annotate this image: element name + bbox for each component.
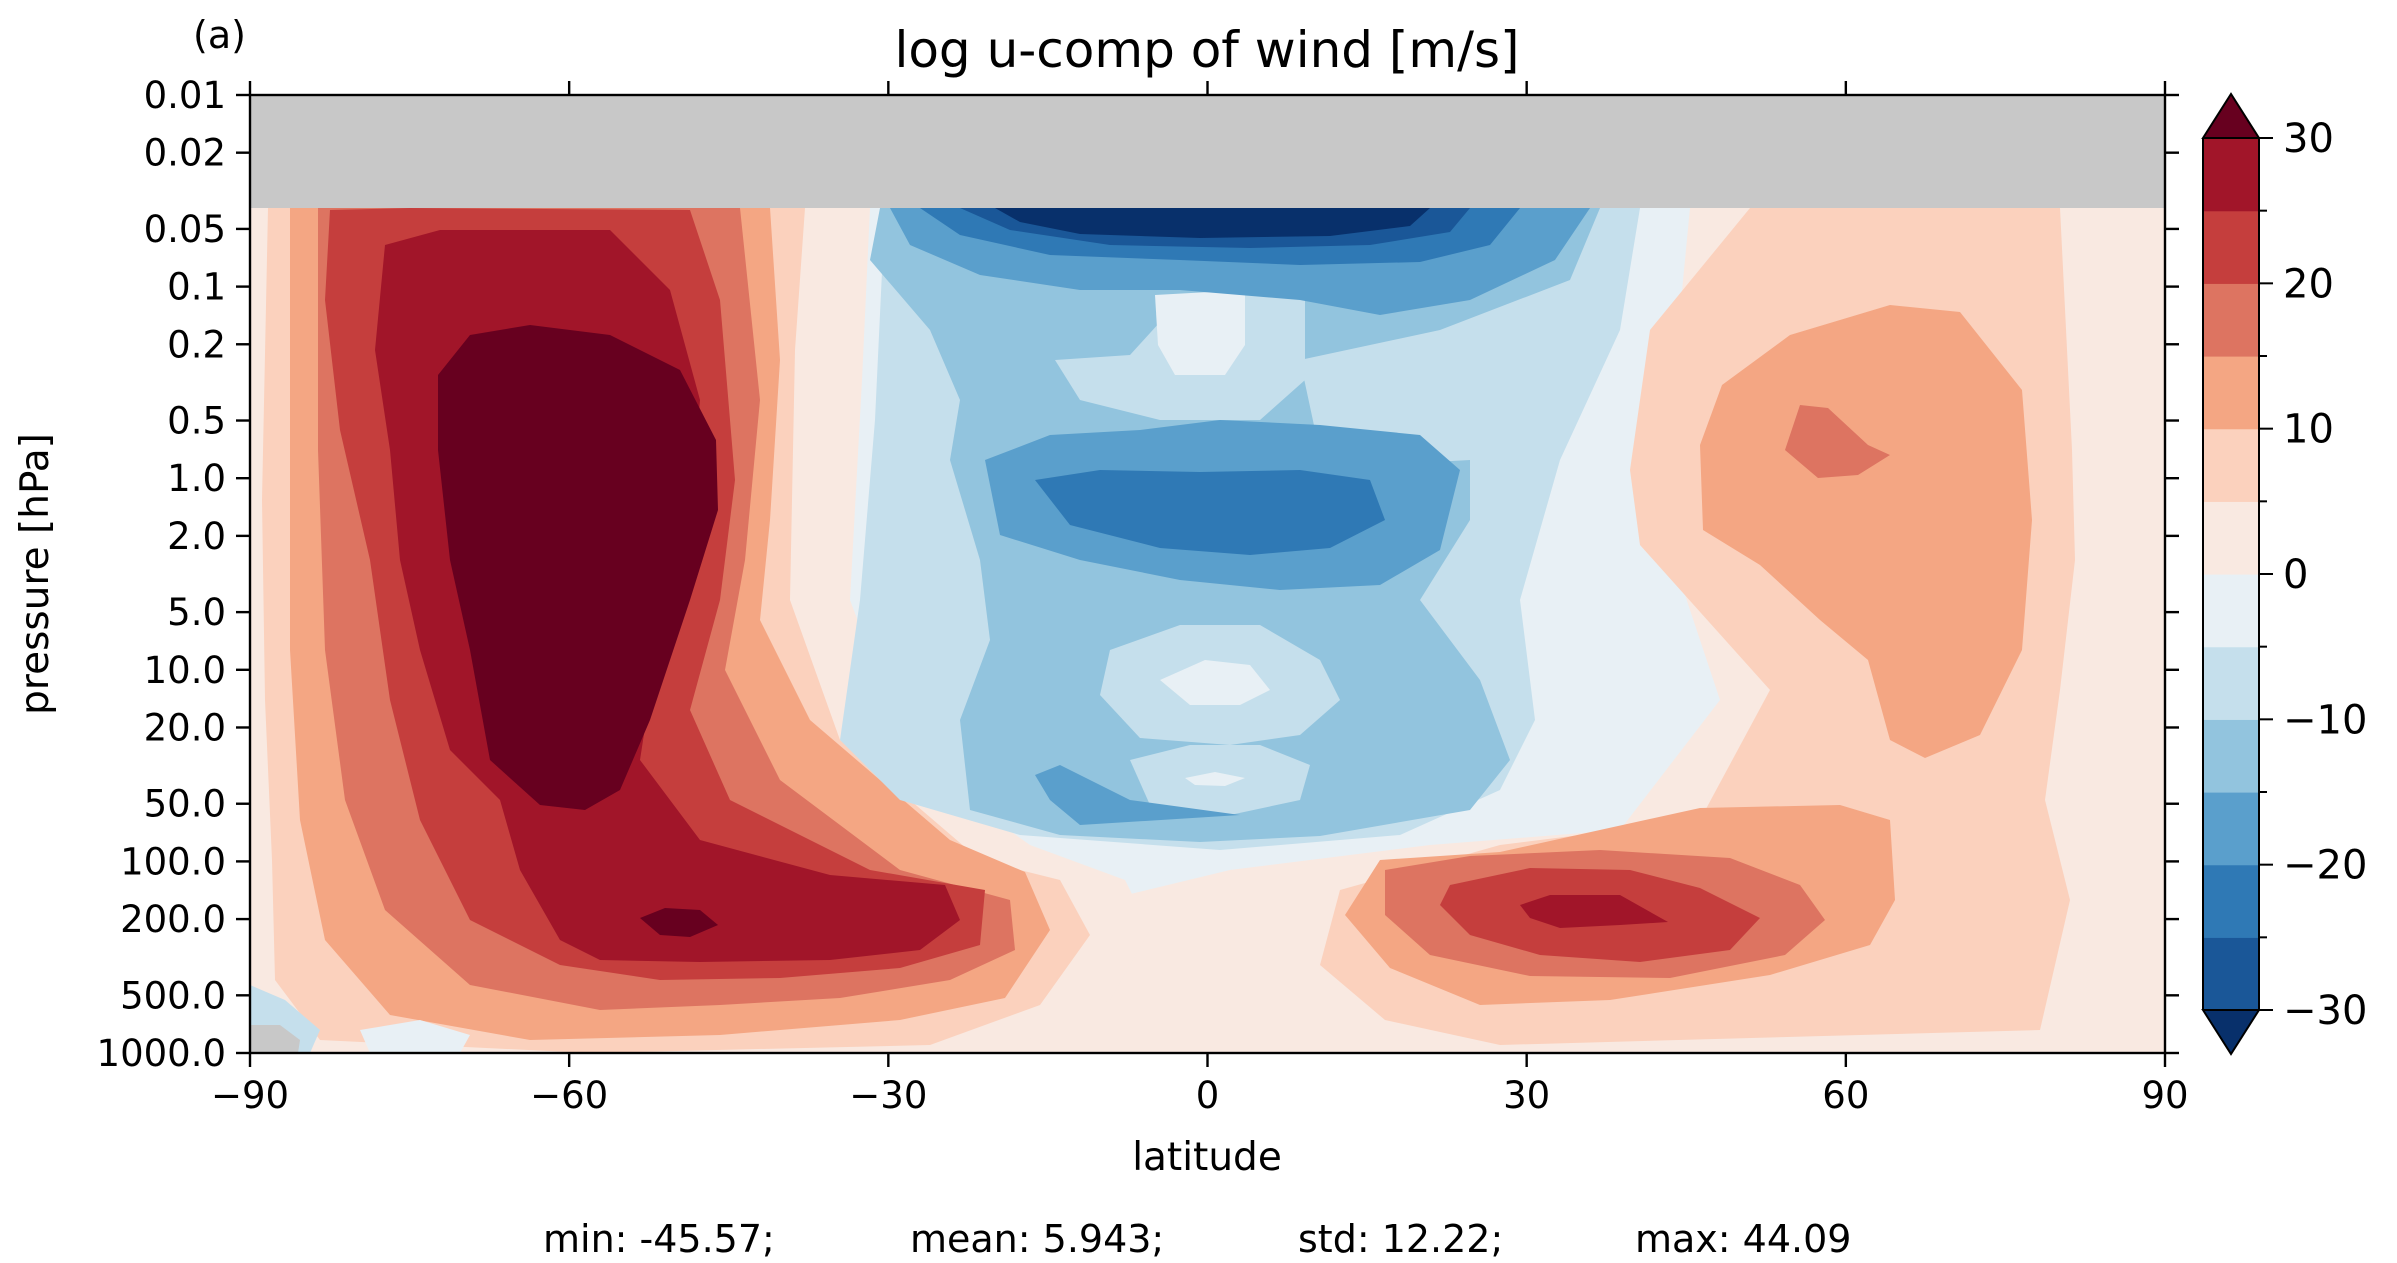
y-tick-label: 10.0 (144, 649, 226, 692)
colorbar-tick-label: −30 (2283, 988, 2367, 1034)
contour-e-m30-top (995, 208, 1430, 238)
colorbar-bin (2203, 501, 2259, 575)
colorbar-tick-label: −10 (2283, 697, 2367, 743)
y-axis: 0.01 0.02 0.05 0.1 0.2 0.5 1.0 2.0 5.0 10.0 20.0 50… (97, 74, 2179, 1075)
y-tick-label: 200.0 (120, 898, 226, 941)
colorbar-bin (2203, 792, 2259, 866)
contour-n-25-30-tropos (1520, 895, 1668, 928)
missing-data-band (250, 95, 2165, 208)
x-tick-label: 0 (1196, 1074, 1220, 1117)
y-tick-label: 20.0 (144, 706, 226, 749)
colorbar-tick-label: −20 (2283, 843, 2367, 889)
contour-e-lightest-stratos (1155, 290, 1245, 375)
x-tick-label: 90 (2141, 1074, 2188, 1117)
y-tick-label: 1.0 (167, 457, 226, 500)
y-tick-label: 1000.0 (97, 1032, 226, 1075)
colorbar-bin (2203, 356, 2259, 430)
y-axis-label: pressure [hPa] (13, 433, 58, 715)
colorbar-bin (2203, 428, 2259, 502)
colorbar: −30 −20 −10 0 10 20 30 (2201, 92, 2367, 1056)
missing-data-surface (250, 1025, 300, 1053)
y-tick-label: 100.0 (120, 840, 226, 883)
x-tick-label: −60 (530, 1074, 608, 1117)
colorbar-tick-label: 0 (2283, 552, 2308, 598)
colorbar-tick-label: 20 (2283, 261, 2334, 307)
x-axis: −90 −60 −30 0 30 60 90 (211, 81, 2189, 1117)
y-tick-label: 2.0 (167, 515, 226, 558)
y-tick-label: 0.05 (144, 208, 226, 251)
colorbar-extend-top (2201, 92, 2261, 139)
colorbar-tick-label: 30 (2283, 116, 2334, 162)
x-axis-label: latitude (1132, 1135, 1282, 1180)
colorbar-bin (2203, 283, 2259, 357)
colorbar-bin (2203, 210, 2259, 284)
contour-e-lightest-lower (1160, 660, 1270, 705)
chart-title: log u-comp of wind [m/s] (894, 21, 1519, 79)
colorbar-bin (2203, 138, 2259, 212)
x-tick-label: −30 (849, 1074, 927, 1117)
colorbar-extend-bottom (2201, 1009, 2261, 1056)
contour-surface-sw-2 (360, 1020, 470, 1053)
y-tick-label: 500.0 (120, 974, 226, 1017)
contour-n-10-15 (1700, 305, 2032, 758)
stat-mean: mean: 5.943; (910, 1217, 1164, 1261)
colorbar-bin (2203, 574, 2259, 648)
y-tick-label: 0.01 (144, 74, 226, 117)
y-tick-label: 0.1 (167, 266, 226, 309)
colorbar-bin (2203, 864, 2259, 938)
plot-area (250, 95, 2165, 1053)
contour-e-m20-m15-mid (1035, 470, 1385, 555)
y-tick-label: 5.0 (167, 591, 226, 634)
x-tick-label: 60 (1822, 1074, 1869, 1117)
contour-e-m15-bottom (1035, 765, 1240, 825)
x-tick-label: −90 (211, 1074, 289, 1117)
contour-s-over-30-strat (438, 325, 718, 810)
contour-n-15-20-stratos (1785, 405, 1890, 478)
contour-e-lightest-bottom (1185, 772, 1245, 786)
stat-min: min: -45.57; (543, 1217, 775, 1261)
colorbar-bin (2203, 937, 2259, 1011)
colorbar-bin (2203, 719, 2259, 793)
colorbar-bin (2203, 646, 2259, 720)
contour-s-over-30-tropos (640, 908, 718, 937)
x-tick-label: 30 (1503, 1074, 1550, 1117)
y-tick-label: 0.2 (167, 323, 226, 366)
colorbar-tick-label: 10 (2283, 407, 2334, 453)
y-tick-label: 0.5 (167, 400, 226, 443)
stat-std: std: 12.22; (1298, 1217, 1503, 1261)
y-tick-label: 50.0 (144, 783, 226, 826)
y-tick-label: 0.02 (144, 132, 226, 175)
panel-label: (a) (193, 13, 246, 57)
stat-max: max: 44.09 (1635, 1217, 1851, 1261)
